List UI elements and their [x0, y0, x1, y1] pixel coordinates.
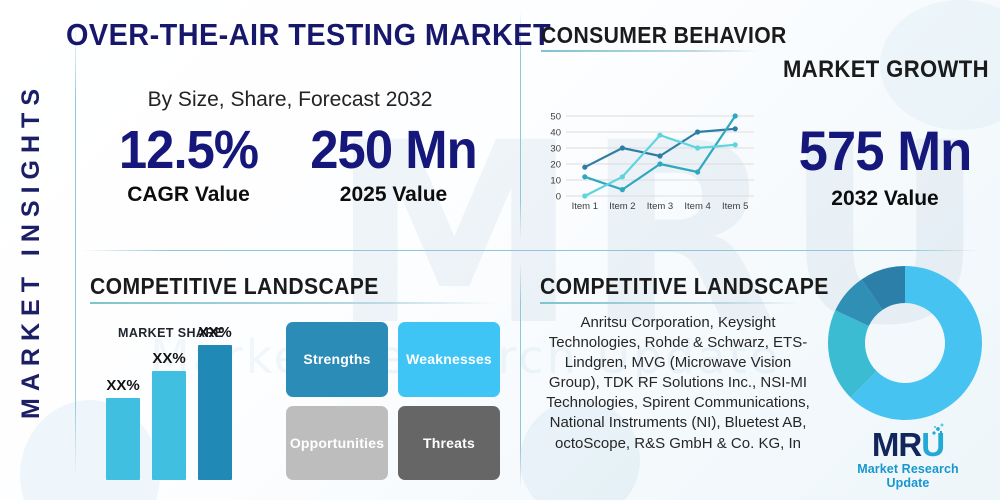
y-axis-tick-label: 10 [550, 175, 561, 186]
competitor-list-text: Anritsu Corporation, Keysight Technologi… [546, 314, 810, 452]
kpi-2025-label: 2025 Value [339, 182, 448, 206]
data-point [695, 145, 701, 151]
swot-grid: Strengths Weaknesses Opportunities Threats [286, 322, 500, 480]
data-point [657, 153, 663, 159]
data-point [657, 161, 663, 167]
kpi-2025-value: 250 Mn [310, 120, 477, 180]
logo-tagline: Market Research Update [857, 462, 959, 490]
section-heading-market-growth: MARKET GROWTH [783, 56, 989, 83]
swot-box-opportunities[interactable]: Opportunities [286, 405, 388, 480]
bar-value-label: XX% [106, 376, 140, 394]
logo-wordmark: MRU [871, 423, 945, 463]
data-point [582, 164, 588, 170]
bar [198, 345, 232, 480]
data-point [732, 126, 738, 132]
x-axis-tick-label: Item 5 [722, 201, 748, 212]
section-underline [540, 302, 800, 304]
data-point [619, 145, 625, 151]
page-subtitle: By Size, Share, Forecast 2032 [147, 88, 433, 111]
line-series [583, 114, 737, 191]
section-heading-competitive-landscape-right: COMPETITIVE LANDSCAPE [540, 273, 829, 299]
sidebar-rail: MARKET INSIGHTS [0, 0, 62, 500]
y-axis-tick-label: 30 [550, 143, 561, 154]
swot-box-weaknesses[interactable]: Weaknesses [398, 322, 500, 397]
x-axis-tick-label: Item 4 [684, 201, 710, 212]
data-point [695, 129, 701, 135]
bar-value-label: XX% [152, 349, 186, 367]
logo-wordmark-suffix: U [921, 426, 945, 463]
data-point [582, 174, 588, 180]
x-axis-tick-label: Item 3 [647, 201, 673, 212]
data-point [732, 142, 738, 148]
bar-value-label: XX% [198, 324, 232, 341]
section-underline [541, 50, 759, 52]
kpi-row: 12.5% CAGR Value 250 Mn 2025 Value [86, 122, 496, 207]
logo-dots-icon [932, 423, 944, 435]
rail-label: MARKET INSIGHTS [16, 81, 45, 419]
horizontal-divider [80, 250, 980, 251]
y-axis-tick-label: 50 [550, 111, 561, 122]
data-point [582, 193, 588, 199]
section-underline [90, 302, 497, 304]
bar-chart-caption: MARKET SHARE [118, 326, 224, 340]
rail-divider [75, 22, 76, 478]
bar [106, 397, 140, 480]
data-point [695, 169, 701, 175]
y-axis-tick-label: 20 [550, 159, 561, 170]
kpi-cagr-label: CAGR Value [127, 182, 250, 206]
page-title: OVER-THE-AIR TESTING MARKET [66, 17, 552, 52]
market-growth-value: 575 Mn [798, 119, 973, 182]
donut-segment [861, 266, 905, 310]
data-point [732, 113, 738, 119]
vertical-divider-bottom [520, 262, 521, 488]
kpi-cagr: 12.5% CAGR Value [86, 122, 291, 207]
line-chart-consumer-behavior: 0 10 20 30 40 50 Item 1 Item 2 Item 3 Item 4 Item … [540, 100, 760, 218]
bar [152, 370, 186, 480]
donut-segment [835, 279, 883, 326]
logo-mru: MRU Market Research Update [838, 423, 978, 490]
market-growth-label: 2032 Value [831, 187, 939, 210]
section-heading-competitive-landscape-left: COMPETITIVE LANDSCAPE [90, 273, 379, 299]
kpi-2025: 250 Mn 2025 Value [291, 122, 496, 207]
kpi-cagr-value: 12.5% [118, 120, 259, 180]
data-point [619, 187, 625, 193]
section-heading-consumer-behavior: CONSUMER BEHAVIOR [541, 22, 787, 48]
donut-chart [826, 264, 984, 422]
logo-wordmark-prefix: MR [871, 426, 922, 463]
bar-chart-market-share: XX% XX% XX% [100, 324, 260, 480]
data-point [619, 174, 625, 180]
vertical-divider-top [520, 12, 521, 240]
donut-segment [828, 310, 877, 398]
x-axis-tick-label: Item 2 [609, 201, 635, 212]
swot-box-threats[interactable]: Threats [398, 405, 500, 480]
swot-box-strengths[interactable]: Strengths [286, 322, 388, 397]
y-axis-tick-label: 40 [550, 127, 561, 138]
data-point [657, 132, 663, 138]
donut-chart-svg [828, 266, 982, 420]
y-axis-tick-label: 0 [556, 191, 561, 202]
x-axis-tick-label: Item 1 [572, 201, 598, 212]
donut-segment [850, 266, 982, 420]
line-chart-svg: 0 10 20 30 40 50 Item 1 Item 2 Item 3 Item 4 Item … [550, 111, 754, 212]
